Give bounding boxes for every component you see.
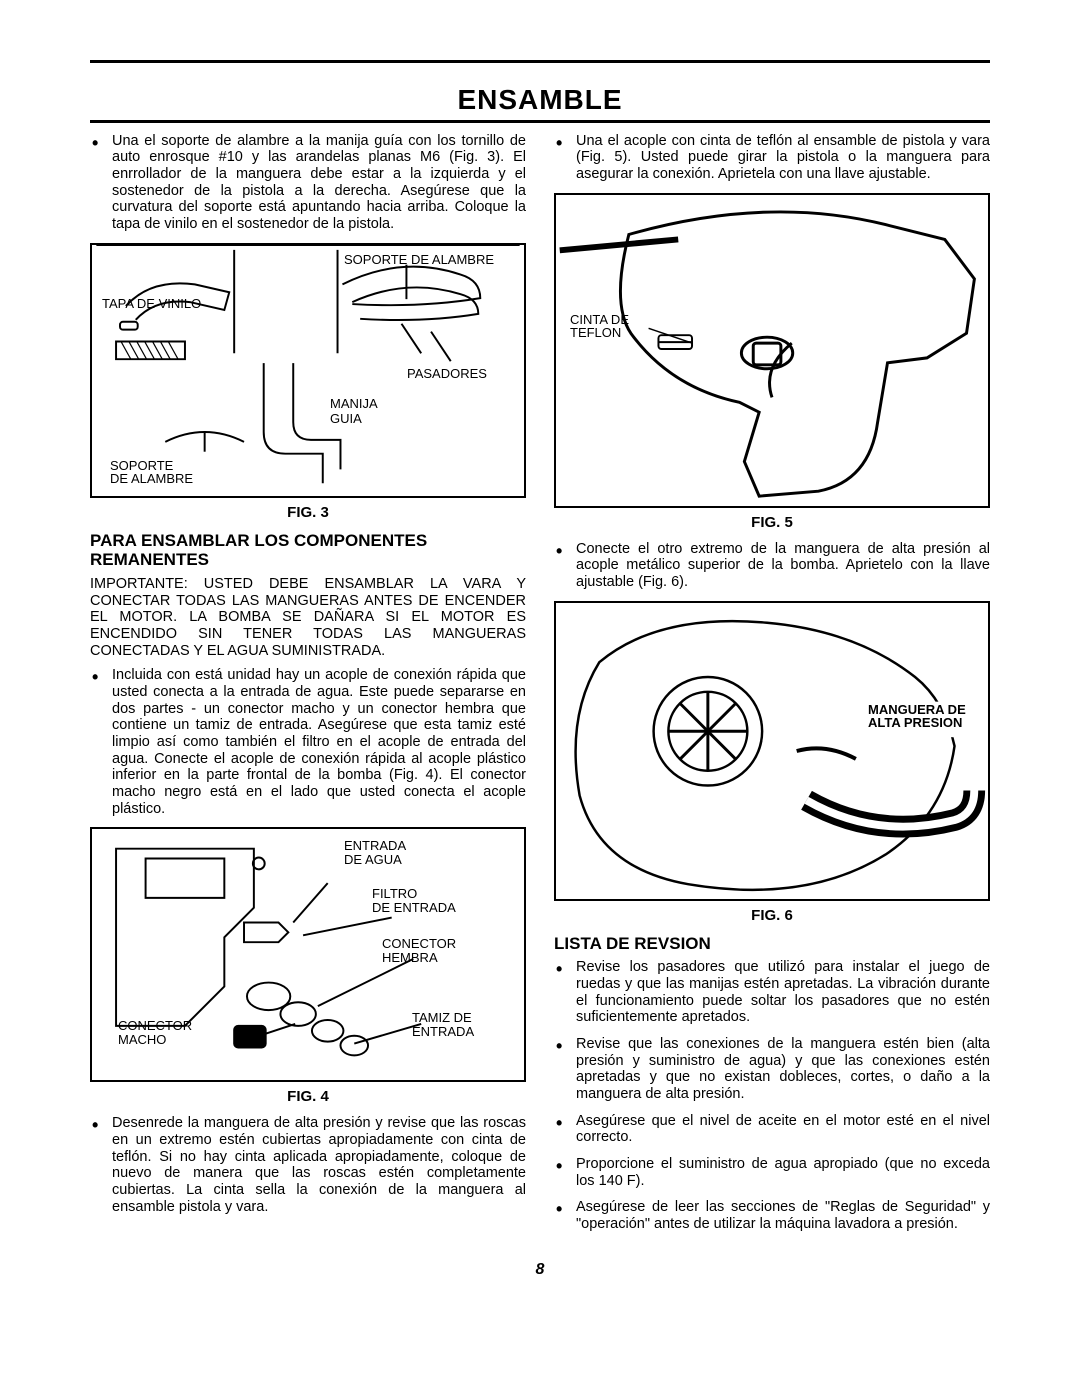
fig4-label-entrada-agua: ENTRADA DE AGUA (344, 839, 406, 866)
list-item: Una el acople con cinta de teflón al ens… (554, 133, 990, 183)
fig6-illustration (556, 603, 988, 899)
list-item: Asegúrese de leer las secciones de "Regl… (554, 1199, 990, 1232)
fig6-box: MANGUERA DE ALTA PRESION (554, 601, 990, 901)
columns: Una el soporte de alambre a la manija gu… (90, 133, 990, 1243)
list-item: Asegúrese que el nivel de aceite en el m… (554, 1113, 990, 1146)
fig3-label-pasadores: PASADORES (407, 367, 487, 381)
right-bullets-top: Una el acople con cinta de teflón al ens… (554, 133, 990, 183)
fig4-box: ENTRADA DE AGUA FILTRO DE ENTRADA CONECT… (90, 827, 526, 1082)
fig6-label-manguera-alta: MANGUERA DE ALTA PRESION (868, 703, 966, 730)
fig5-label-cinta-teflon: CINTA DE TEFLON (570, 313, 629, 340)
right-heading: LISTA DE REVSION (554, 934, 990, 954)
page: ENSAMBLE Una el soporte de alambre a la … (0, 0, 1080, 1319)
fig3-caption: FIG. 3 (90, 504, 526, 521)
list-item: Conecte el otro extremo de la manguera d… (554, 541, 990, 591)
left-heading: PARA ENSAMBLAR LOS COMPONENTES REMANENTE… (90, 531, 526, 570)
fig3-label-soporte-alambre: SOPORTE DE ALAMBRE (344, 253, 494, 267)
list-item: Una el soporte de alambre a la manija gu… (90, 133, 526, 233)
fig5-box: CINTA DE TEFLON (554, 193, 990, 508)
fig5-caption: FIG. 5 (554, 514, 990, 531)
list-item: Desenrede la manguera de alta presión y … (90, 1115, 526, 1215)
fig4-label-conector-hembra: CONECTOR HEMBRA (382, 937, 456, 964)
fig3-box: SOPORTE DE ALAMBRE TAPA DE VINILO PASADO… (90, 243, 526, 498)
title-rule-top (90, 60, 990, 63)
right-bullets-mid: Conecte el otro extremo de la manguera d… (554, 541, 990, 591)
fig4-label-conector-macho: CONECTOR MACHO (118, 1019, 192, 1046)
fig3-label-manija: MANIJA (330, 397, 378, 411)
fig6-caption: FIG. 6 (554, 907, 990, 924)
fig5-illustration (556, 195, 988, 506)
list-item: Revise los pasadores que utilizó para in… (554, 959, 990, 1026)
left-bullets-bottom: Desenrede la manguera de alta presión y … (90, 1115, 526, 1215)
page-number: 8 (90, 1261, 990, 1279)
right-bullets-bottom: Revise los pasadores que utilizó para in… (554, 959, 990, 1232)
fig3-label-tapa-vinilo: TAPA DE VINILO (102, 297, 201, 311)
important-note: IMPORTANTE: USTED DEBE ENSAMBLAR LA VARA… (90, 576, 526, 659)
fig4-label-filtro: FILTRO DE ENTRADA (372, 887, 456, 914)
fig3-label-soporte2: SOPORTE DE ALAMBRE (110, 459, 193, 486)
page-title: ENSAMBLE (90, 82, 990, 123)
fig4-caption: FIG. 4 (90, 1088, 526, 1105)
fig3-label-guia: GUIA (330, 412, 362, 426)
left-column: Una el soporte de alambre a la manija gu… (90, 133, 526, 1243)
left-bullets-top: Una el soporte de alambre a la manija gu… (90, 133, 526, 233)
list-item: Revise que las conexiones de la manguera… (554, 1036, 990, 1103)
list-item: Incluida con está unidad hay un acople d… (90, 667, 526, 817)
left-bullets-mid: Incluida con está unidad hay un acople d… (90, 667, 526, 817)
fig4-label-tamiz: TAMIZ DE ENTRADA (412, 1011, 474, 1038)
right-column: Una el acople con cinta de teflón al ens… (554, 133, 990, 1243)
list-item: Proporcione el suministro de agua apropi… (554, 1156, 990, 1189)
